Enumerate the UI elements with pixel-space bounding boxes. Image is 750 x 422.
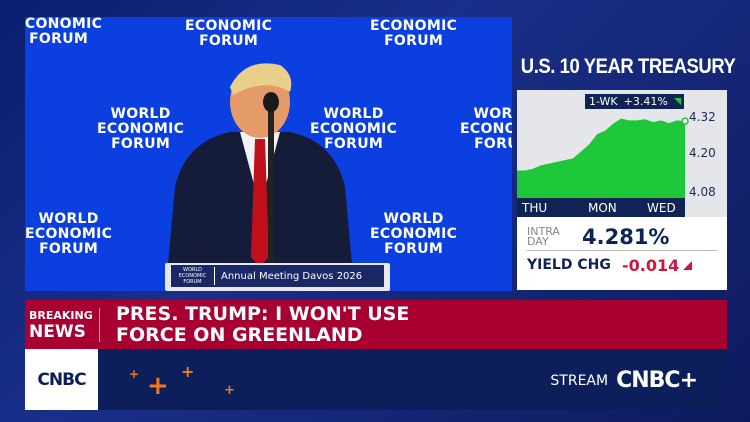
plus-icon: + [181, 362, 195, 381]
speaker-figure [165, 63, 355, 291]
last-point-marker [681, 117, 689, 125]
yield-chg-label: YIELD CHG [527, 257, 611, 273]
podium-wef-logo: WORLD ECONOMIC FORUM [171, 267, 215, 285]
x-tick-label: WED [647, 201, 676, 215]
up-triangle-icon [673, 98, 681, 105]
x-axis-band [517, 198, 685, 217]
headline: PRES. TRUMP: I WON'T USE FORCE ON GREENL… [100, 302, 410, 346]
bottom-bar: CNBC + + + + STREAM CNBC+ [25, 349, 727, 410]
treasury-title: U.S. 10 YEAR TREASURY [520, 55, 736, 78]
intraday-label: INTRA [527, 224, 560, 238]
cnbc-plus-logo: CNBC+ [616, 368, 698, 393]
cnbc-logo: CNBC [25, 349, 98, 410]
y-tick-label: 4.20 [689, 146, 716, 160]
yield-chg-value: -0.014 [622, 255, 680, 275]
podium-event-text: Annual Meeting Davos 2026 [221, 270, 363, 282]
yield-change-row: YIELD CHG -0.014 [527, 253, 717, 277]
badge-change: +3.41% [623, 95, 668, 108]
x-tick-label: THU [522, 201, 548, 215]
yield-area [517, 118, 685, 198]
treasury-chart [517, 117, 689, 198]
x-tick-label: MON [588, 201, 617, 215]
down-triangle-icon [683, 260, 693, 270]
plus-icon: + [224, 383, 235, 398]
intraday-label-2: DAY [527, 234, 549, 248]
intraday-row: INTRA DAY 4.281% [527, 223, 717, 251]
badge-period: 1-WK [589, 95, 618, 108]
y-tick-label: 4.08 [689, 185, 716, 199]
breaking-news-label: BREAKING NEWS [25, 307, 100, 342]
breaking-label: BREAKING [29, 308, 93, 322]
headline-line-2: FORCE ON GREENLAND [116, 323, 363, 346]
plus-icon: + [147, 371, 169, 401]
stream-label: STREAM [550, 372, 609, 389]
y-tick-label: 4.32 [689, 110, 716, 124]
breaking-news-banner: BREAKING NEWS PRES. TRUMP: I WON'T USE F… [25, 300, 727, 349]
headline-line-1: PRES. TRUMP: I WON'T USE [116, 302, 410, 325]
treasury-panel: 1-WK +3.41% 4.32 4.20 4.08 THU MON WED I… [517, 90, 727, 290]
podium: WORLD ECONOMIC FORUM Annual Meeting Davo… [165, 263, 390, 291]
stream-promo: STREAM CNBC+ [550, 368, 698, 393]
intraday-value: 4.281% [582, 224, 670, 249]
plus-icon: + [129, 367, 140, 381]
news-label: NEWS [29, 321, 86, 342]
weekly-change-badge: 1-WK +3.41% [585, 94, 684, 109]
